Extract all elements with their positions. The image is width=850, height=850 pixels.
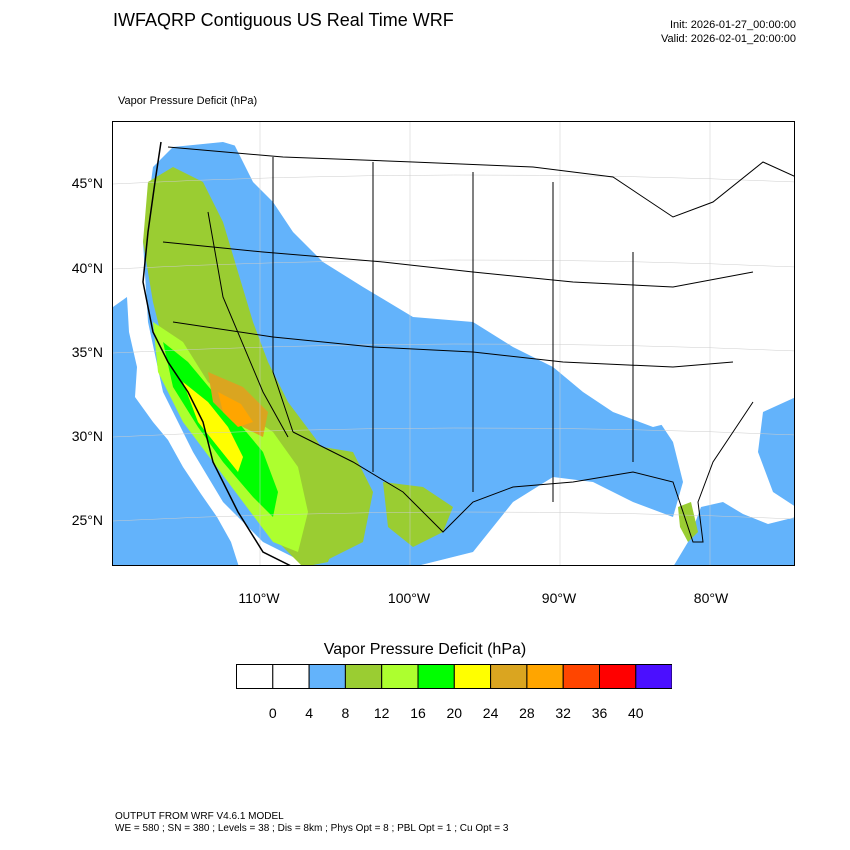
map-frame [112,121,795,566]
colorbar-swatch-6 [453,664,492,689]
footer-line-2: WE = 580 ; SN = 380 ; Levels = 38 ; Dis … [115,823,509,834]
colorbar-title: Vapor Pressure Deficit (hPa) [323,641,527,658]
colorbar-swatch-0 [236,664,274,689]
colorbar-tick-28: 28 [519,705,535,721]
lat-label-45: 45°N [71,175,103,191]
lon-label-110w: 110°W [238,590,280,606]
graticule [113,122,794,565]
colorbar-tick-32: 32 [555,705,571,721]
colorbar-swatch-2 [308,664,346,689]
lat-label-35: 35°N [71,344,103,360]
lon-label-100w: 100°W [387,590,431,606]
valid-time: Valid: 2026-02-01_20:00:00 [661,33,796,45]
lon-label-90w: 90°W [541,590,577,606]
colorbar-swatch-1 [272,664,310,689]
colorbar-swatch-4 [381,664,419,689]
colorbar-swatch-7 [490,664,528,689]
colorbar-tick-20: 20 [446,705,463,721]
mexico-green-region [293,442,373,562]
atlantic-offshore-field [758,397,794,506]
colorbar-swatch-3 [344,664,383,689]
texas-green-region [383,482,453,547]
colorbar-swatch-10 [599,664,637,689]
map-title: IWFAQRP Contiguous US Real Time WRF [113,10,454,30]
colorbar-tick-36: 36 [591,705,608,721]
model-footer: OUTPUT FROM WRF V4.6.1 MODEL WE = 580 ; … [115,811,508,835]
colorbar-swatch-5 [417,664,455,689]
southwest-yellow-core [183,382,243,472]
state-boundaries [162,146,794,543]
colorbar [236,664,672,689]
lat-label-30: 30°N [71,428,103,444]
footer-line-1: OUTPUT FROM WRF V4.6.1 MODEL [115,811,284,822]
init-time: Init: 2026-01-27_00:00:00 [670,19,796,31]
gulf-offshore-field [674,502,794,565]
colorbar-swatch-11 [635,664,672,689]
lat-label-25: 25°N [71,512,103,528]
colorbar-tick-4: 4 [305,705,313,721]
pacific-offshore-field [113,297,239,565]
lon-label-80w: 80°W [693,590,729,606]
colorbar-tick-40: 40 [628,705,644,721]
variable-label: Vapor Pressure Deficit (hPa) [118,95,258,107]
colorbar-tick-24: 24 [482,705,499,721]
arizona-orange-core [218,392,253,427]
colorbar-swatch-8 [526,664,564,689]
colorbar-swatch-9 [562,664,601,689]
vpd-map [113,122,794,565]
colorbar-tick-12: 12 [373,705,390,721]
colorbar-tick-0: 0 [268,705,277,721]
lat-label-40: 40°N [71,260,103,276]
colorbar-tick-8: 8 [341,705,350,721]
colorbar-tick-16: 16 [410,705,426,721]
coastline [142,141,291,565]
